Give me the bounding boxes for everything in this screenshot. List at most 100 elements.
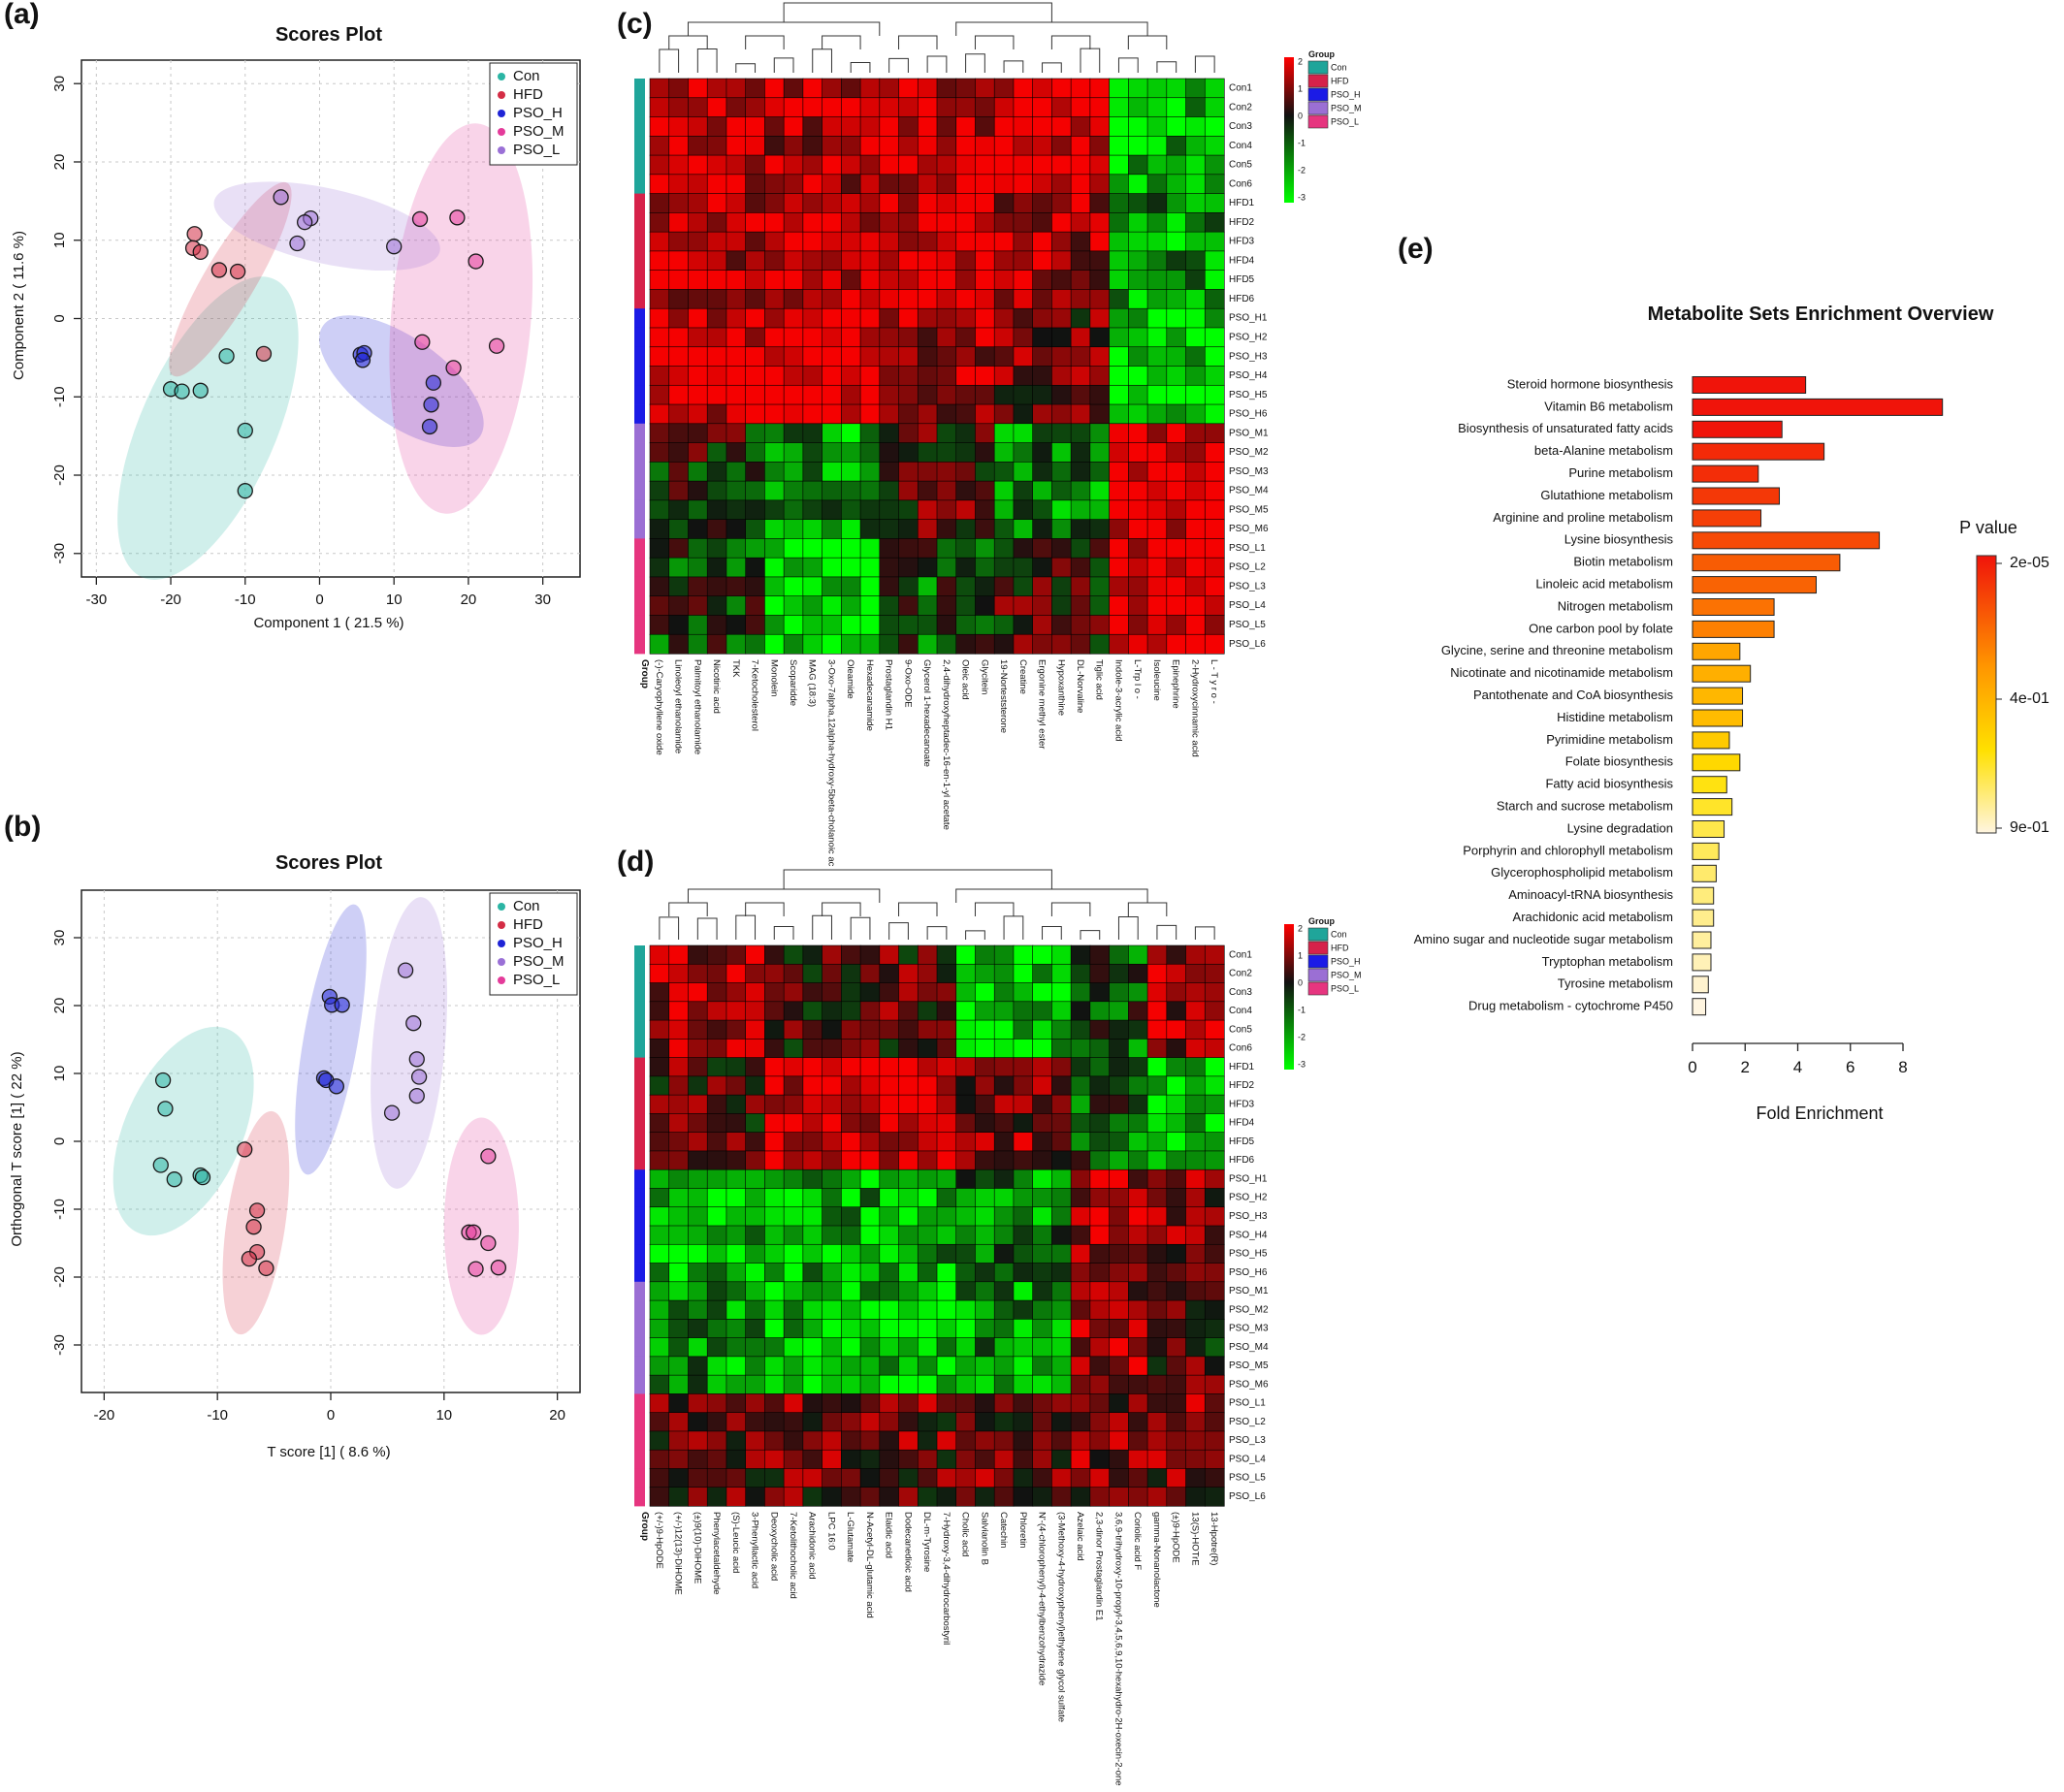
heatmap-cell [1070, 174, 1091, 195]
dendrogram-branch [926, 55, 948, 73]
heatmap-cell [1032, 1319, 1052, 1339]
heatmap-cell [783, 615, 804, 635]
heatmap-cell [1032, 1057, 1052, 1077]
heatmap-cell [1013, 1487, 1034, 1507]
heatmap-cell [859, 499, 881, 521]
heatmap-cell [1089, 1263, 1111, 1283]
heatmap-cell [764, 346, 785, 368]
heatmap-cell [1128, 480, 1148, 501]
heatmap-cell [1146, 116, 1168, 137]
heatmap-cell [1146, 1206, 1168, 1227]
heatmap-cell [783, 1374, 804, 1394]
row-label: Con1 [1229, 949, 1252, 960]
heatmap-cell [1146, 136, 1168, 156]
heatmap-cell [1051, 1225, 1072, 1245]
heatmap-cell [1051, 1412, 1072, 1432]
panel-d-heatmap: GroupCon1Con2Con3Con4Con5Con6HFD1HFD2HFD… [634, 869, 1362, 1786]
row-label: PSO_H5 [1229, 1249, 1268, 1260]
heatmap-cell [764, 963, 785, 984]
heatmap-cell [1089, 442, 1111, 463]
heatmap-cell [1051, 615, 1072, 635]
heatmap-cell [917, 1019, 938, 1040]
heatmap-cell [917, 78, 938, 99]
dendrogram-branch [745, 902, 785, 916]
y-tick-label: -30 [51, 543, 68, 564]
heatmap-cell [764, 442, 785, 463]
heatmap-cell [1166, 1132, 1187, 1152]
data-point-pso-l [296, 214, 313, 231]
legend-swatch [498, 921, 505, 929]
heatmap-cell [1032, 366, 1052, 386]
heatmap-cell [955, 1206, 977, 1227]
data-point-pso-l [466, 1224, 482, 1240]
heatmap-cell [745, 289, 766, 309]
heatmap-cell [649, 1150, 670, 1170]
heatmap-cell [1013, 1281, 1034, 1301]
data-point-pso-m [445, 360, 462, 376]
row-label: PSO_L3 [1229, 1435, 1266, 1446]
heatmap-cell [802, 1412, 823, 1432]
legend-swatch [498, 903, 505, 911]
heatmap-cell [1204, 346, 1225, 368]
enrichment-bar [1692, 976, 1709, 994]
pathway-label: Vitamin B6 metabolism [1544, 399, 1673, 413]
heatmap-cell [726, 499, 747, 521]
heatmap-cell [764, 1299, 785, 1320]
heatmap-cell [726, 595, 747, 617]
heatmap-cell [688, 982, 708, 1003]
heatmap-cell [668, 1430, 690, 1451]
heatmap-cell [879, 1393, 900, 1414]
heatmap-cell [841, 403, 861, 425]
heatmap-cell [879, 1150, 900, 1170]
heatmap-cell [1204, 1412, 1225, 1432]
heatmap-cell [1070, 1075, 1091, 1096]
heatmap-cell [822, 1487, 842, 1507]
heatmap-cell [802, 1206, 823, 1227]
heatmap-cell [1128, 595, 1148, 617]
heatmap-cell [898, 1243, 919, 1264]
heatmap-cell [993, 366, 1015, 386]
group-legend-label: PSO_M [1331, 970, 1362, 979]
heatmap-cell [649, 1132, 670, 1152]
heatmap-cell [1051, 193, 1072, 213]
dendrogram-branch [783, 2, 1052, 22]
heatmap-cell [1204, 327, 1225, 348]
heatmap-cell [764, 423, 785, 444]
heatmap-cell [859, 1374, 881, 1394]
heatmap-cell [1204, 154, 1225, 176]
heatmap-cell [936, 1393, 957, 1414]
heatmap-cell [1146, 403, 1168, 425]
data-point-con [152, 1157, 169, 1173]
row-label: PSO_M1 [1229, 428, 1269, 438]
heatmap-cell [975, 403, 995, 425]
dendrogram-branch [974, 902, 1015, 916]
heatmap-cell [764, 1263, 785, 1283]
heatmap-cell [649, 1206, 670, 1227]
heatmap-cell [745, 1468, 766, 1488]
heatmap-cell [936, 1487, 957, 1507]
data-point-hfd [192, 243, 209, 261]
heatmap-cell [1089, 633, 1111, 655]
heatmap-cell [745, 174, 766, 195]
heatmap-cell [955, 538, 977, 559]
heatmap-cell [1109, 442, 1129, 463]
heatmap-cell [1051, 423, 1072, 444]
heatmap-cell [726, 462, 747, 482]
heatmap-cell [936, 193, 957, 213]
heatmap-cell [783, 1057, 804, 1077]
heatmap-cell [1089, 231, 1111, 252]
heatmap-cell [879, 1132, 900, 1152]
heatmap-cell [1204, 231, 1225, 252]
heatmap-cell [822, 1374, 842, 1394]
heatmap-cell [1146, 1430, 1168, 1451]
row-label: PSO_M6 [1229, 524, 1269, 534]
row-label: PSO_L4 [1229, 1454, 1266, 1464]
heatmap-cell [726, 1188, 747, 1208]
heatmap-cell [802, 499, 823, 521]
heatmap-cell [898, 1487, 919, 1507]
heatmap-cell [917, 136, 938, 156]
group-bar-cell [634, 79, 645, 99]
heatmap-cell [802, 615, 823, 635]
heatmap-cell [668, 174, 690, 195]
heatmap-cell [668, 1468, 690, 1488]
